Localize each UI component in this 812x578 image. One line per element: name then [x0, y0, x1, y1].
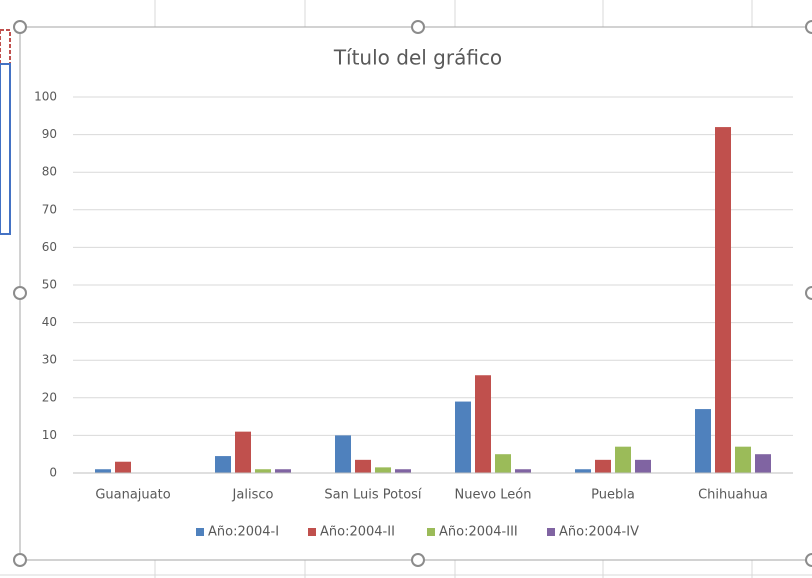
y-tick-label: 0	[49, 466, 57, 480]
x-tick-label: Nuevo León	[455, 488, 532, 503]
bar	[335, 435, 351, 473]
legend-swatch	[196, 528, 204, 536]
legend-label: Año:2004-IV	[559, 525, 639, 540]
y-tick-label: 100	[34, 90, 57, 104]
bar	[235, 431, 251, 473]
y-tick-label: 90	[42, 127, 57, 141]
legend-swatch	[308, 528, 316, 536]
x-tick-label: Puebla	[591, 488, 635, 503]
bar	[215, 456, 231, 473]
y-tick-label: 50	[42, 278, 57, 292]
y-tick-label: 20	[42, 390, 57, 404]
legend-swatch	[427, 528, 435, 536]
legend-label: Año:2004-III	[439, 525, 518, 540]
bar	[715, 127, 731, 473]
bar	[455, 401, 471, 473]
bar	[115, 461, 131, 473]
x-tick-label: Guanajuato	[95, 488, 170, 503]
bar	[575, 469, 591, 473]
resize-handles[interactable]	[13, 20, 812, 567]
bar	[515, 469, 531, 473]
legend-swatch	[547, 528, 555, 536]
bar	[635, 459, 651, 473]
y-tick-label: 60	[42, 240, 57, 254]
chart-title: Título del gráfico	[333, 46, 502, 70]
bar	[695, 409, 711, 473]
bar	[95, 469, 111, 473]
legend-label: Año:2004-II	[320, 525, 395, 540]
x-tick-label: Chihuahua	[698, 488, 768, 503]
bar	[255, 469, 271, 473]
chart-area[interactable]	[19, 26, 812, 561]
y-tick-label: 80	[42, 165, 57, 179]
y-tick-label: 30	[42, 353, 57, 367]
bar	[735, 446, 751, 473]
legend-label: Año:2004-I	[208, 525, 279, 540]
selection-red	[0, 29, 11, 65]
bar	[495, 454, 511, 473]
y-tick-label: 40	[42, 315, 57, 329]
bar	[375, 467, 391, 473]
bar	[615, 446, 631, 473]
bar	[395, 469, 411, 473]
selection-blue	[0, 63, 11, 235]
bar	[755, 454, 771, 473]
bar	[595, 459, 611, 473]
y-tick-label: 70	[42, 202, 57, 216]
bar	[475, 375, 491, 473]
x-tick-label: San Luis Potosí	[324, 488, 422, 503]
bar	[355, 459, 371, 473]
x-tick-label: Jalisco	[232, 488, 274, 503]
y-tick-label: 10	[42, 428, 57, 442]
bar	[275, 469, 291, 473]
